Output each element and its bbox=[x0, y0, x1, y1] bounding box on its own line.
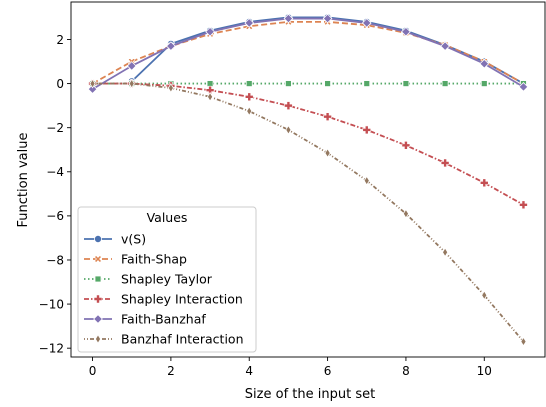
data-point bbox=[244, 92, 254, 102]
legend-marker bbox=[94, 255, 102, 263]
data-point bbox=[166, 41, 176, 51]
y-axis-label: Function value bbox=[16, 133, 31, 228]
data-point bbox=[322, 13, 333, 24]
series-line bbox=[92, 82, 524, 206]
legend-marker bbox=[94, 234, 103, 243]
data-point bbox=[324, 80, 331, 87]
y-tick-label: −6 bbox=[46, 209, 64, 223]
series-2 bbox=[89, 80, 527, 87]
axes: 0 2 4 6 8 10 2 0 −2 −4 −6 −8 −10 −12 bbox=[39, 1, 546, 378]
data-point bbox=[323, 112, 332, 121]
data-point bbox=[519, 200, 528, 210]
plot-area bbox=[87, 13, 529, 347]
legend-title: Values bbox=[147, 210, 188, 225]
data-point bbox=[401, 26, 411, 37]
legend-entry: v(S) bbox=[84, 232, 146, 247]
data-point bbox=[402, 208, 410, 219]
data-point bbox=[481, 290, 488, 301]
legend-entry: Faith-Shap bbox=[84, 252, 187, 267]
data-point bbox=[128, 78, 135, 89]
x-axis-label: Size of the input set bbox=[245, 387, 375, 402]
legend-entry: Banzhaf Interaction bbox=[84, 332, 244, 347]
x-tick-label: 4 bbox=[245, 364, 253, 378]
y-tick-label: −12 bbox=[39, 341, 64, 355]
data-point bbox=[440, 41, 450, 51]
legend-entry: Faith-Banzhaf bbox=[84, 312, 206, 327]
data-point bbox=[442, 247, 449, 258]
data-point bbox=[518, 82, 529, 92]
x-tick-label: 10 bbox=[477, 364, 492, 378]
data-point bbox=[205, 85, 215, 95]
data-point bbox=[479, 178, 489, 188]
data-point bbox=[167, 83, 174, 93]
series-3 bbox=[88, 79, 528, 210]
data-point bbox=[89, 78, 96, 89]
series-line bbox=[92, 82, 525, 343]
data-point bbox=[245, 80, 253, 87]
legend-marker bbox=[93, 294, 103, 304]
legend-label: Banzhaf Interaction bbox=[121, 332, 244, 347]
x-tick-label: 6 bbox=[324, 364, 332, 378]
series-5 bbox=[89, 78, 527, 347]
x-tick-label: 8 bbox=[402, 364, 410, 378]
series-line bbox=[92, 20, 524, 85]
data-point bbox=[520, 336, 527, 347]
legend-label: Faith-Banzhaf bbox=[121, 312, 206, 327]
data-point bbox=[362, 125, 372, 135]
series-line bbox=[131, 16, 524, 85]
data-point bbox=[283, 13, 294, 24]
legend-marker bbox=[94, 275, 102, 283]
series-4 bbox=[87, 13, 529, 94]
data-point bbox=[284, 101, 293, 110]
legend-entry: Shapley Interaction bbox=[84, 292, 243, 307]
data-point bbox=[402, 80, 410, 87]
data-point bbox=[361, 18, 372, 28]
data-point bbox=[285, 124, 292, 135]
legend-label: v(S) bbox=[121, 232, 146, 247]
data-point bbox=[206, 91, 214, 102]
y-tick-label: 0 bbox=[56, 77, 64, 91]
x-tick-label: 2 bbox=[167, 364, 175, 378]
y-tick-label: −8 bbox=[46, 253, 64, 267]
legend-label: Shapley Interaction bbox=[121, 292, 243, 307]
data-point bbox=[401, 141, 411, 150]
data-point bbox=[363, 80, 371, 87]
data-point bbox=[440, 158, 450, 168]
data-point bbox=[87, 84, 98, 94]
data-point bbox=[363, 175, 370, 186]
series-line bbox=[92, 17, 524, 90]
data-point bbox=[244, 18, 255, 28]
legend-marker bbox=[93, 314, 103, 324]
data-point bbox=[206, 80, 214, 87]
y-tick-label: −2 bbox=[46, 121, 64, 135]
data-point bbox=[126, 61, 137, 71]
legend-label: Shapley Taylor bbox=[121, 272, 213, 287]
axes-frame bbox=[70, 1, 546, 358]
data-point bbox=[285, 80, 292, 87]
legend-entry: Shapley Taylor bbox=[84, 272, 213, 287]
x-tick-label: 0 bbox=[89, 364, 97, 378]
legend-label: Faith-Shap bbox=[121, 252, 187, 267]
data-point bbox=[480, 80, 488, 87]
legend-box bbox=[77, 206, 257, 353]
y-tick-label: 2 bbox=[56, 33, 64, 47]
series-0 bbox=[127, 13, 528, 88]
data-point bbox=[324, 148, 331, 159]
data-point bbox=[205, 26, 215, 37]
y-tick-label: −4 bbox=[46, 165, 64, 179]
legend-marker bbox=[94, 334, 102, 344]
y-tick-label: −10 bbox=[39, 297, 64, 311]
data-point bbox=[479, 58, 490, 69]
data-point bbox=[246, 106, 253, 117]
data-point bbox=[441, 80, 449, 87]
